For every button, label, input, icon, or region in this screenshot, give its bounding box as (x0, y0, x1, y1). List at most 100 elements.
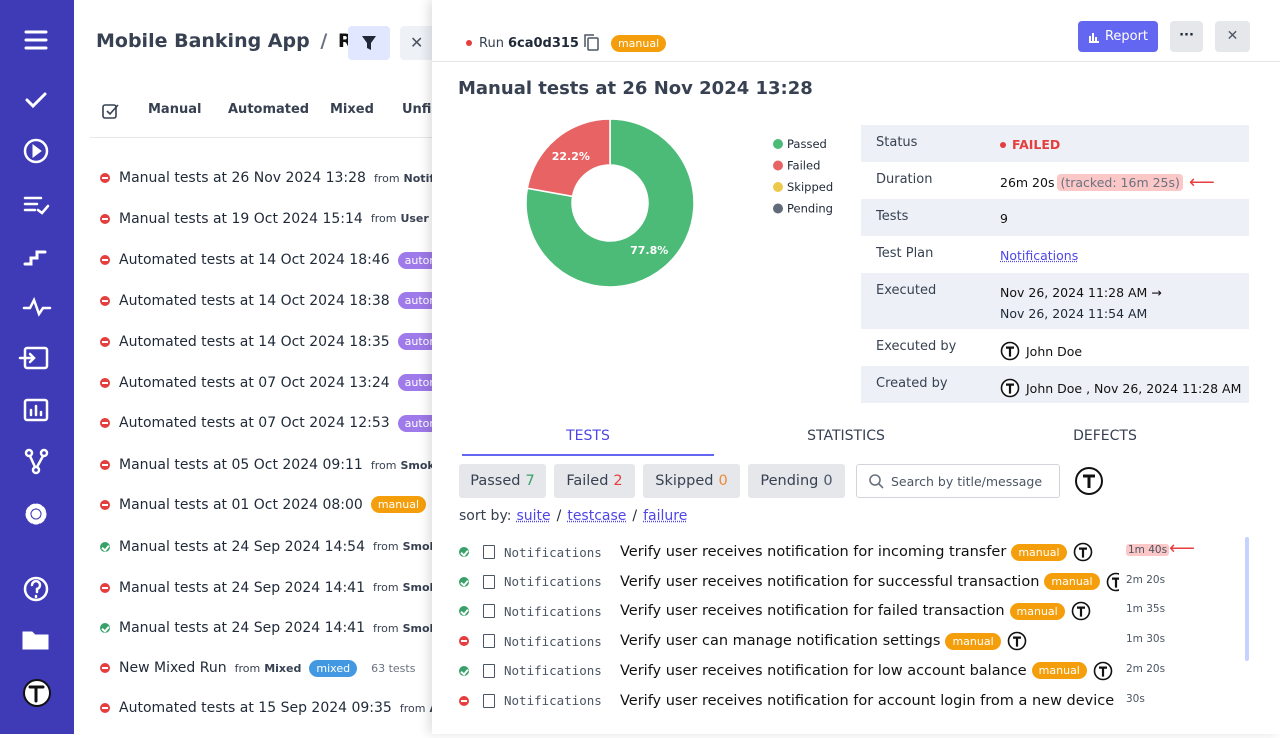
tab[interactable]: TESTS (566, 428, 610, 444)
run-row[interactable]: New Mixed Run from Mixed mixed 63 tests (100, 659, 416, 677)
scrollbar (1245, 537, 1249, 661)
pie-slice (526, 118, 611, 198)
status-icon (100, 255, 110, 266)
avatar (1071, 602, 1091, 621)
run-title: Automated tests at 07 Oct 2024 13:24 (119, 374, 390, 391)
from-label: from (373, 171, 400, 185)
more-button[interactable]: ··· (1170, 21, 1203, 52)
test-title: Verify user can manage notification sett… (620, 633, 941, 650)
testcase-icon (483, 634, 495, 649)
filter-tab[interactable]: Automated (228, 102, 310, 117)
status-icon (100, 418, 110, 429)
run-row[interactable]: Manual tests at 24 Sep 2024 14:54 from Smo… (100, 537, 432, 556)
run-id: 6ca0d315 (507, 35, 579, 51)
chip-count: 2 (613, 473, 623, 489)
status-icon (100, 623, 110, 634)
status-icon (459, 576, 469, 587)
avatar (1093, 661, 1113, 681)
search-box[interactable]: Search by title/message (856, 464, 1060, 498)
detail-row: Duration 26m 20s (tracked: 16m 25s) ⟵ (861, 162, 1249, 199)
test-tag: manual (1011, 543, 1067, 561)
user-avatar[interactable] (1074, 466, 1104, 496)
donut-chart: 77.8% 22.2% Passed Failed Skipped Pending (525, 118, 833, 288)
run-row[interactable]: Manual tests at 05 Oct 2024 09:11 from Smo… (100, 456, 432, 475)
detail-row: Test Plan Notifications (861, 236, 1249, 273)
sidebar-icons (18, 30, 52, 707)
run-row[interactable]: Manual tests at 24 Sep 2024 14:41 from Smo… (100, 578, 432, 597)
run-row[interactable]: Manual tests at 19 Oct 2024 15:14 from Use… (100, 211, 432, 227)
status-icon (100, 213, 110, 224)
detail-label: Created by (876, 376, 948, 391)
chip-count: 0 (823, 473, 833, 489)
tab[interactable]: DEFECTS (1073, 428, 1137, 444)
run-title: Manual tests at 26 Nov 2024 13:28 (458, 78, 813, 99)
status-icon (459, 695, 469, 706)
sort-option[interactable]: suite (516, 508, 551, 524)
sort-option[interactable]: testcase (567, 508, 627, 524)
run-row[interactable]: Manual tests at 24 Sep 2024 14:41 from Smo… (100, 619, 432, 638)
detail-label: Status (876, 135, 918, 150)
test-suite: Notifications (504, 603, 602, 619)
run-row[interactable]: Automated tests at 07 Oct 2024 13:24 auto… (100, 374, 432, 391)
report-label: Report (1104, 29, 1149, 44)
run-row[interactable]: Manual tests at 26 Nov 2024 13:28 from Not… (100, 170, 432, 186)
close-panel-button[interactable]: ✕ (1215, 21, 1250, 52)
chip-label: Passed (470, 473, 521, 489)
sort-option[interactable]: failure (643, 508, 688, 524)
testcase-icon (483, 604, 495, 619)
run-tag: automate (397, 251, 432, 269)
status-chip[interactable]: Skipped 0 (643, 464, 740, 498)
detail-text: 9 (1000, 211, 1008, 226)
chip-label: Pending (760, 473, 819, 489)
run-extra: 63 tests (371, 661, 416, 675)
from-label: from (373, 581, 399, 594)
test-duration: 1m 35s (1126, 603, 1166, 616)
tab[interactable]: STATISTICS (807, 428, 885, 444)
filter-button[interactable] (348, 26, 390, 60)
test-duration: 1m 40s (1126, 544, 1170, 556)
slice-label: 77.8% (630, 244, 668, 257)
run-tag: automate (397, 374, 432, 391)
run-title: Manual tests at 24 Sep 2024 14:41 (119, 579, 365, 596)
detail-row: Status FAILED (861, 125, 1249, 162)
run-row[interactable]: Manual tests at 01 Oct 2024 08:00manual7… (100, 496, 432, 514)
test-row[interactable]: Notifications Verify user receives notifi… (459, 571, 1119, 593)
test-row[interactable]: Notifications Verify user receives notifi… (459, 690, 1119, 712)
report-icon (1088, 32, 1099, 43)
sort-bar: sort by: suite / testcase / failure (459, 508, 687, 524)
test-row[interactable]: Notifications Verify user receives notifi… (459, 541, 1119, 563)
testcase-icon (483, 663, 495, 678)
run-title: Automated tests at 14 Oct 2024 18:46 (119, 252, 390, 269)
status-chip[interactable]: Failed 2 (554, 464, 635, 498)
test-suite: Notifications (504, 663, 602, 679)
detail-label: Executed by (876, 339, 957, 354)
status-chip[interactable]: Passed 7 (459, 464, 546, 498)
filter-tab[interactable]: Manual (148, 102, 202, 117)
run-source: Smoke (400, 458, 432, 472)
sort-separator: / (556, 508, 562, 524)
status-icon (100, 295, 110, 306)
filter-tab[interactable]: Unfi (402, 102, 432, 117)
sort-separator: / (632, 508, 638, 524)
status-icon (100, 703, 110, 714)
app-name[interactable]: Mobile Banking App (96, 30, 310, 52)
status-dot (1000, 141, 1006, 148)
legend-label: Passed (787, 137, 827, 151)
close-button[interactable]: ✕ (400, 26, 432, 60)
run-row[interactable]: Automated tests at 15 Sep 2024 09:35 from… (100, 700, 432, 716)
test-row[interactable]: Notifications Verify user receives notifi… (459, 660, 1119, 682)
run-tag: automate (397, 333, 432, 351)
test-tag: manual (945, 632, 1001, 650)
report-button[interactable]: Report (1078, 21, 1158, 52)
breadcrumb: Mobile Banking App / Runs (96, 30, 391, 52)
status-chip[interactable]: Pending 0 (748, 464, 845, 498)
detail-text[interactable]: Notifications (1000, 248, 1079, 263)
run-row[interactable]: Automated tests at 14 Oct 2024 18:46 auto… (100, 251, 432, 269)
run-row[interactable]: Automated tests at 07 Oct 2024 12:53 auto… (100, 414, 432, 432)
copy-icon[interactable] (579, 33, 605, 53)
run-row[interactable]: Automated tests at 14 Oct 2024 18:38 auto… (100, 292, 432, 310)
run-row[interactable]: Automated tests at 14 Oct 2024 18:35 auto… (100, 333, 432, 351)
filter-tab[interactable]: Mixed (330, 102, 374, 117)
test-row[interactable]: Notifications Verify user can manage noti… (459, 630, 1119, 652)
test-row[interactable]: Notifications Verify user receives notifi… (459, 600, 1119, 622)
